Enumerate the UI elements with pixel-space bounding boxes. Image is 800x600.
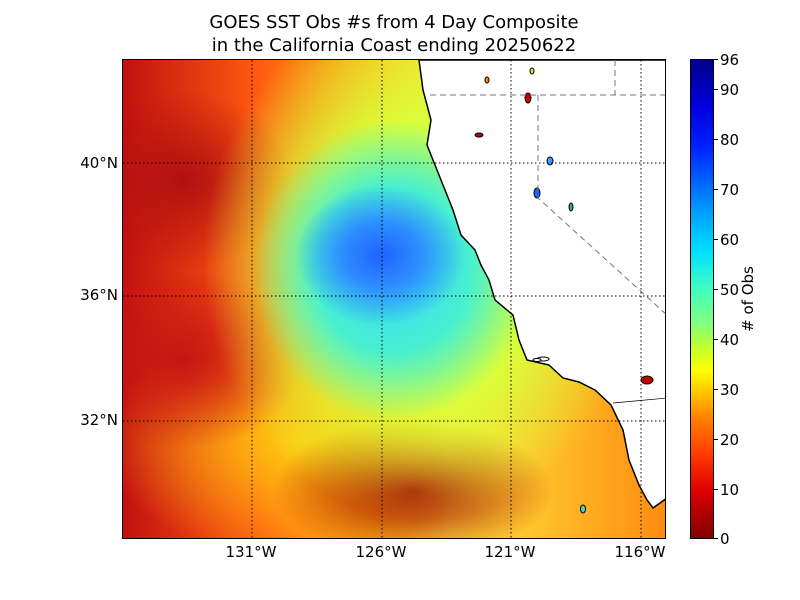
- colorbar-label-60: 60: [720, 231, 740, 249]
- colorbar-tick: [714, 339, 718, 340]
- colorbar: [690, 59, 714, 539]
- lake-7: [529, 67, 535, 75]
- sst-observation-map: [122, 59, 666, 539]
- island-channel-2: [532, 358, 542, 362]
- lake-4: [474, 132, 484, 138]
- colorbar-title: # of Obs: [739, 266, 757, 332]
- us-mexico-border: [612, 397, 665, 404]
- colorbar-label-50: 50: [720, 281, 740, 299]
- chart-title-line1: GOES SST Obs #s from 4 Day Composite: [209, 12, 579, 33]
- colorbar-tick: [714, 439, 718, 440]
- island-guadalupe: [580, 504, 586, 514]
- colorbar-tick: [714, 189, 718, 190]
- colorbar-tick: [714, 89, 718, 90]
- colorbar-tick: [714, 289, 718, 290]
- colorbar-label-40: 40: [720, 331, 740, 349]
- lake-6: [484, 76, 490, 84]
- colorbar-tick: [714, 389, 718, 390]
- colorbar-tick: [714, 139, 718, 140]
- chart-title-line2: in the California Coast ending 20250622: [211, 35, 577, 56]
- colorbar-tick: [714, 239, 718, 240]
- colorbar-label-20: 20: [720, 431, 740, 449]
- lat-label-32n: 32°N: [80, 411, 118, 429]
- colorbar-label-30: 30: [720, 381, 740, 399]
- lat-label-36n: 36°N: [80, 286, 118, 304]
- colorbar-label-70: 70: [720, 181, 740, 199]
- lake-8: [568, 202, 574, 212]
- colorbar-label-96: 96: [720, 51, 740, 69]
- lake-5: [640, 375, 654, 385]
- colorbar-label-90: 90: [720, 81, 740, 99]
- colorbar-label-0: 0: [720, 530, 730, 548]
- colorbar-label-10: 10: [720, 481, 740, 499]
- lake-2: [533, 187, 541, 199]
- colorbar-tick: [714, 489, 718, 490]
- colorbar-tick: [714, 59, 718, 60]
- lake-1: [524, 92, 532, 104]
- lon-label-131w: 131°W: [225, 543, 277, 561]
- lat-label-40n: 40°N: [80, 154, 118, 172]
- lon-label-116w: 116°W: [614, 543, 666, 561]
- colorbar-tick: [714, 538, 718, 539]
- land-mass: [418, 60, 665, 510]
- lon-label-121w: 121°W: [484, 543, 536, 561]
- colorbar-label-80: 80: [720, 131, 740, 149]
- lon-label-126w: 126°W: [355, 543, 407, 561]
- lake-3: [546, 156, 554, 166]
